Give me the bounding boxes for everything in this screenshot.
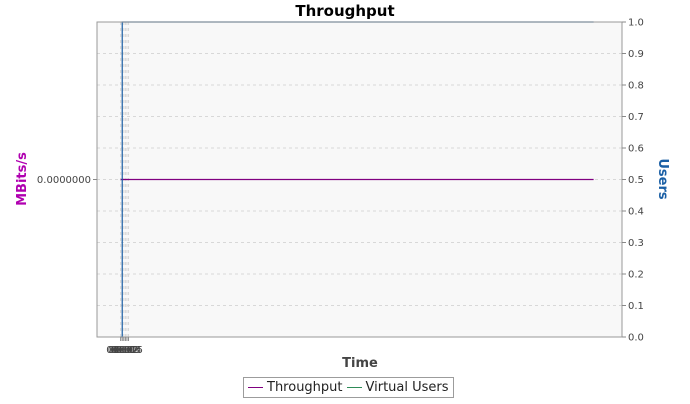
chart-legend: Throughput Virtual Users bbox=[243, 377, 454, 398]
y-right-tick-label: 1.0 bbox=[628, 18, 644, 29]
chart-title: Throughput bbox=[295, 2, 394, 20]
y-right-tick-label: 0.4 bbox=[628, 207, 644, 218]
legend-item-throughput: Throughput bbox=[248, 380, 343, 395]
y-axis-left-label: MBits/s bbox=[15, 152, 30, 206]
y-right-tick-label: 0.7 bbox=[628, 112, 644, 123]
y-left-tick-label: 0.0000000 bbox=[37, 175, 91, 186]
legend-item-virtual-users: Virtual Users bbox=[347, 380, 449, 395]
legend-swatch-throughput bbox=[248, 387, 263, 388]
y-right-tick-label: 0.2 bbox=[628, 270, 644, 281]
x-tick-label: 00:05 bbox=[114, 345, 143, 356]
legend-swatch-virtual-users bbox=[347, 387, 362, 388]
y-right-tick-label: 0.9 bbox=[628, 49, 644, 60]
y-right-tick-label: 0.0 bbox=[628, 333, 644, 344]
y-right-tick-label: 0.1 bbox=[628, 301, 644, 312]
y-right-tick-label: 0.8 bbox=[628, 81, 644, 92]
y-right-tick-label: 0.5 bbox=[628, 175, 644, 186]
legend-label-throughput: Throughput bbox=[267, 380, 343, 395]
x-axis-label: Time bbox=[342, 356, 378, 371]
y-axis-right-label: Users bbox=[655, 158, 670, 200]
legend-label-virtual-users: Virtual Users bbox=[366, 380, 449, 395]
y-right-tick-label: 0.6 bbox=[628, 144, 644, 155]
y-right-tick-label: 0.3 bbox=[628, 238, 644, 249]
